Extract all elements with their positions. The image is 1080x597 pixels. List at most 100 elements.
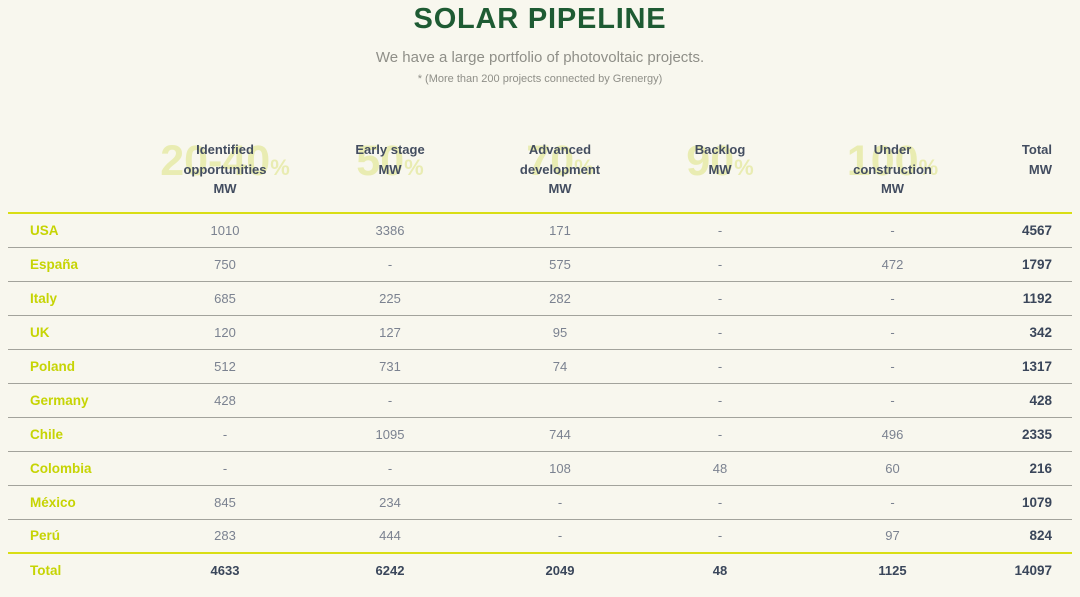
table-row: UK12012795--342 <box>8 315 1072 349</box>
cell-value: 428 <box>150 383 300 417</box>
page-subtitle: We have a large portfolio of photovoltai… <box>0 49 1080 66</box>
cell-value: - <box>800 281 985 315</box>
total-cell-advanced: 2049 <box>480 553 640 586</box>
row-label-country: Poland <box>8 349 150 383</box>
cell-value: - <box>640 247 800 281</box>
column-label: Total <box>985 140 1072 160</box>
column-header-identified-opportunities: 20-40% Identified opportunities MW <box>150 125 300 213</box>
column-label: Early stage <box>331 140 449 160</box>
row-total-cell: 1797 <box>985 247 1072 281</box>
row-total-cell: 216 <box>985 451 1072 485</box>
cell-value: - <box>150 417 300 451</box>
corner-cell <box>8 125 150 213</box>
table-row: Colombia--1084860216 <box>8 451 1072 485</box>
row-label-country: USA <box>8 213 150 247</box>
row-label-country: España <box>8 247 150 281</box>
cell-value: 444 <box>300 519 480 553</box>
cell-value: 283 <box>150 519 300 553</box>
cell-value: - <box>800 383 985 417</box>
total-cell-backlog: 48 <box>640 553 800 586</box>
row-label-country: Perú <box>8 519 150 553</box>
cell-value: 108 <box>480 451 640 485</box>
total-cell-early-stage: 6242 <box>300 553 480 586</box>
cell-value: 127 <box>300 315 480 349</box>
cell-value: 225 <box>300 281 480 315</box>
column-unit: MW <box>480 179 640 199</box>
cell-value: - <box>640 485 800 519</box>
column-header-advanced-development: 70% Advanced development MW <box>480 125 640 213</box>
cell-value: 512 <box>150 349 300 383</box>
cell-value: - <box>800 349 985 383</box>
table-row: Perú283444--97824 <box>8 519 1072 553</box>
total-cell-identified: 4633 <box>150 553 300 586</box>
row-total-cell: 2335 <box>985 417 1072 451</box>
cell-value: 685 <box>150 281 300 315</box>
page-header: SOLAR PIPELINE We have a large portfolio… <box>0 0 1080 85</box>
column-unit: MW <box>640 160 800 180</box>
row-total-cell: 1192 <box>985 281 1072 315</box>
table-body: USA10103386171--4567España750-575-472179… <box>8 213 1072 553</box>
row-total-cell: 1079 <box>985 485 1072 519</box>
column-unit: MW <box>150 179 300 199</box>
grand-total-cell: 14097 <box>985 553 1072 586</box>
footnote: * (More than 200 projects connected by G… <box>0 73 1080 85</box>
row-label-country: Italy <box>8 281 150 315</box>
table-row: Germany428---428 <box>8 383 1072 417</box>
cell-value: 1095 <box>300 417 480 451</box>
cell-value: - <box>300 247 480 281</box>
cell-value: 234 <box>300 485 480 519</box>
cell-value <box>480 383 640 417</box>
row-label-country: Chile <box>8 417 150 451</box>
column-header-under-construction: 100% Under construction MW <box>800 125 985 213</box>
cell-value: 744 <box>480 417 640 451</box>
solar-pipeline-table: 20-40% Identified opportunities MW 50% E… <box>8 125 1072 586</box>
cell-value: - <box>640 315 800 349</box>
row-label-country: Germany <box>8 383 150 417</box>
cell-value: - <box>800 485 985 519</box>
column-unit: MW <box>800 179 985 199</box>
cell-value: - <box>480 485 640 519</box>
cell-value: 282 <box>480 281 640 315</box>
table-row: Chile-1095744-4962335 <box>8 417 1072 451</box>
cell-value: 120 <box>150 315 300 349</box>
cell-value: 95 <box>480 315 640 349</box>
cell-value: - <box>640 417 800 451</box>
page-title: SOLAR PIPELINE <box>0 3 1080 36</box>
column-unit: MW <box>985 160 1072 180</box>
cell-value: - <box>800 315 985 349</box>
cell-value: - <box>640 383 800 417</box>
cell-value: - <box>640 349 800 383</box>
cell-value: - <box>150 451 300 485</box>
cell-value: 496 <box>800 417 985 451</box>
row-total-cell: 428 <box>985 383 1072 417</box>
total-row-label: Total <box>8 553 150 586</box>
row-label-country: México <box>8 485 150 519</box>
cell-value: - <box>640 281 800 315</box>
row-label-country: Colombia <box>8 451 150 485</box>
cell-value: - <box>480 519 640 553</box>
table-header: 20-40% Identified opportunities MW 50% E… <box>8 125 1072 213</box>
row-total-cell: 824 <box>985 519 1072 553</box>
column-label: Under construction <box>834 140 952 179</box>
column-label: Backlog <box>661 140 779 160</box>
cell-value: 731 <box>300 349 480 383</box>
cell-value: 472 <box>800 247 985 281</box>
cell-value: 750 <box>150 247 300 281</box>
cell-value: - <box>300 383 480 417</box>
cell-value: - <box>640 519 800 553</box>
cell-value: 60 <box>800 451 985 485</box>
column-header-total: Total MW <box>985 125 1072 213</box>
cell-value: 48 <box>640 451 800 485</box>
column-header-backlog: 90% Backlog MW <box>640 125 800 213</box>
column-label: Advanced development <box>501 140 619 179</box>
table-row: España750-575-4721797 <box>8 247 1072 281</box>
cell-value: - <box>300 451 480 485</box>
cell-value: 845 <box>150 485 300 519</box>
column-unit: MW <box>300 160 480 180</box>
cell-value: 97 <box>800 519 985 553</box>
table-row: México845234---1079 <box>8 485 1072 519</box>
cell-value: 575 <box>480 247 640 281</box>
column-header-early-stage: 50% Early stage MW <box>300 125 480 213</box>
row-total-cell: 1317 <box>985 349 1072 383</box>
row-total-cell: 342 <box>985 315 1072 349</box>
